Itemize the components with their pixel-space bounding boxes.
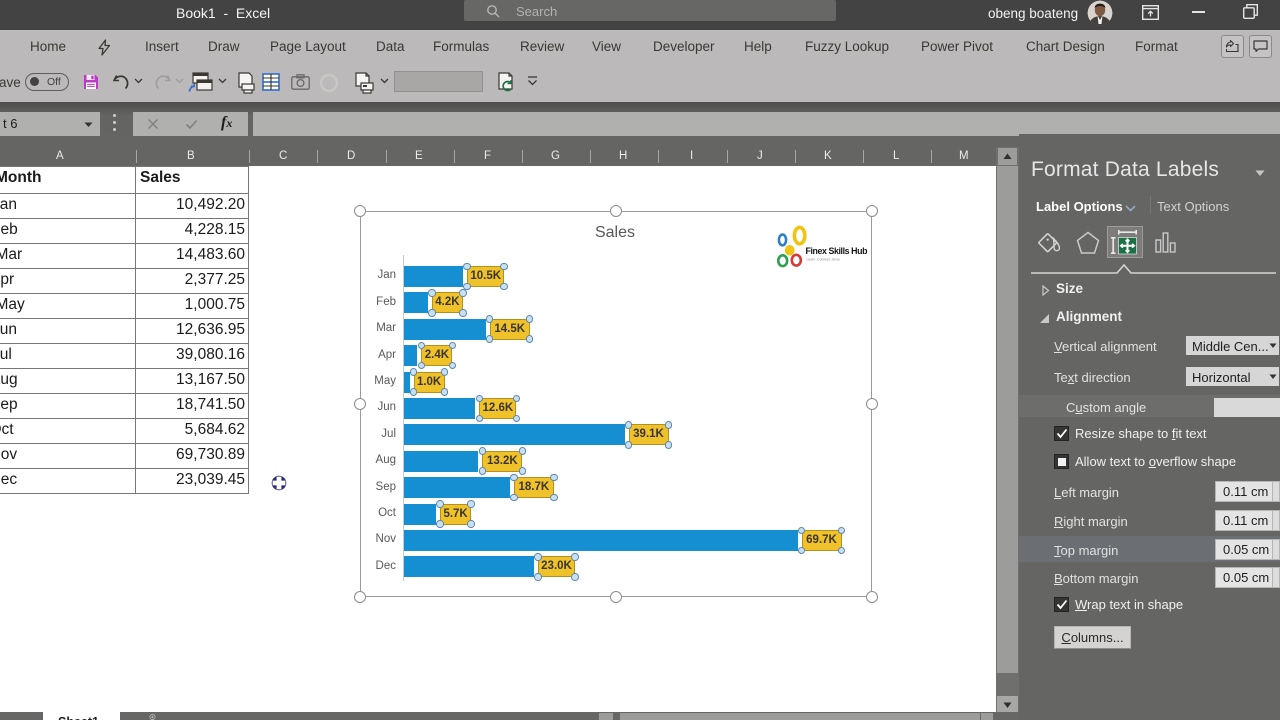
svg-text:Finex Skills Hub: Finex Skills Hub — [806, 246, 869, 256]
svg-text:Learn. Connect. Grow: Learn. Connect. Grow — [807, 258, 841, 262]
